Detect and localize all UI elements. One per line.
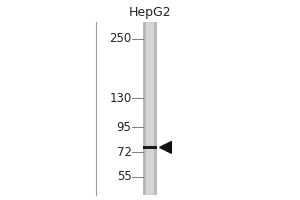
Bar — [143, 146, 157, 149]
Text: 250: 250 — [109, 32, 132, 45]
Text: HepG2: HepG2 — [129, 6, 171, 19]
Bar — [143, 22, 157, 195]
Text: 55: 55 — [117, 170, 132, 183]
Text: 130: 130 — [109, 92, 132, 105]
Bar — [146, 22, 154, 195]
Polygon shape — [160, 142, 171, 153]
Text: 72: 72 — [117, 146, 132, 159]
Text: 95: 95 — [117, 121, 132, 134]
